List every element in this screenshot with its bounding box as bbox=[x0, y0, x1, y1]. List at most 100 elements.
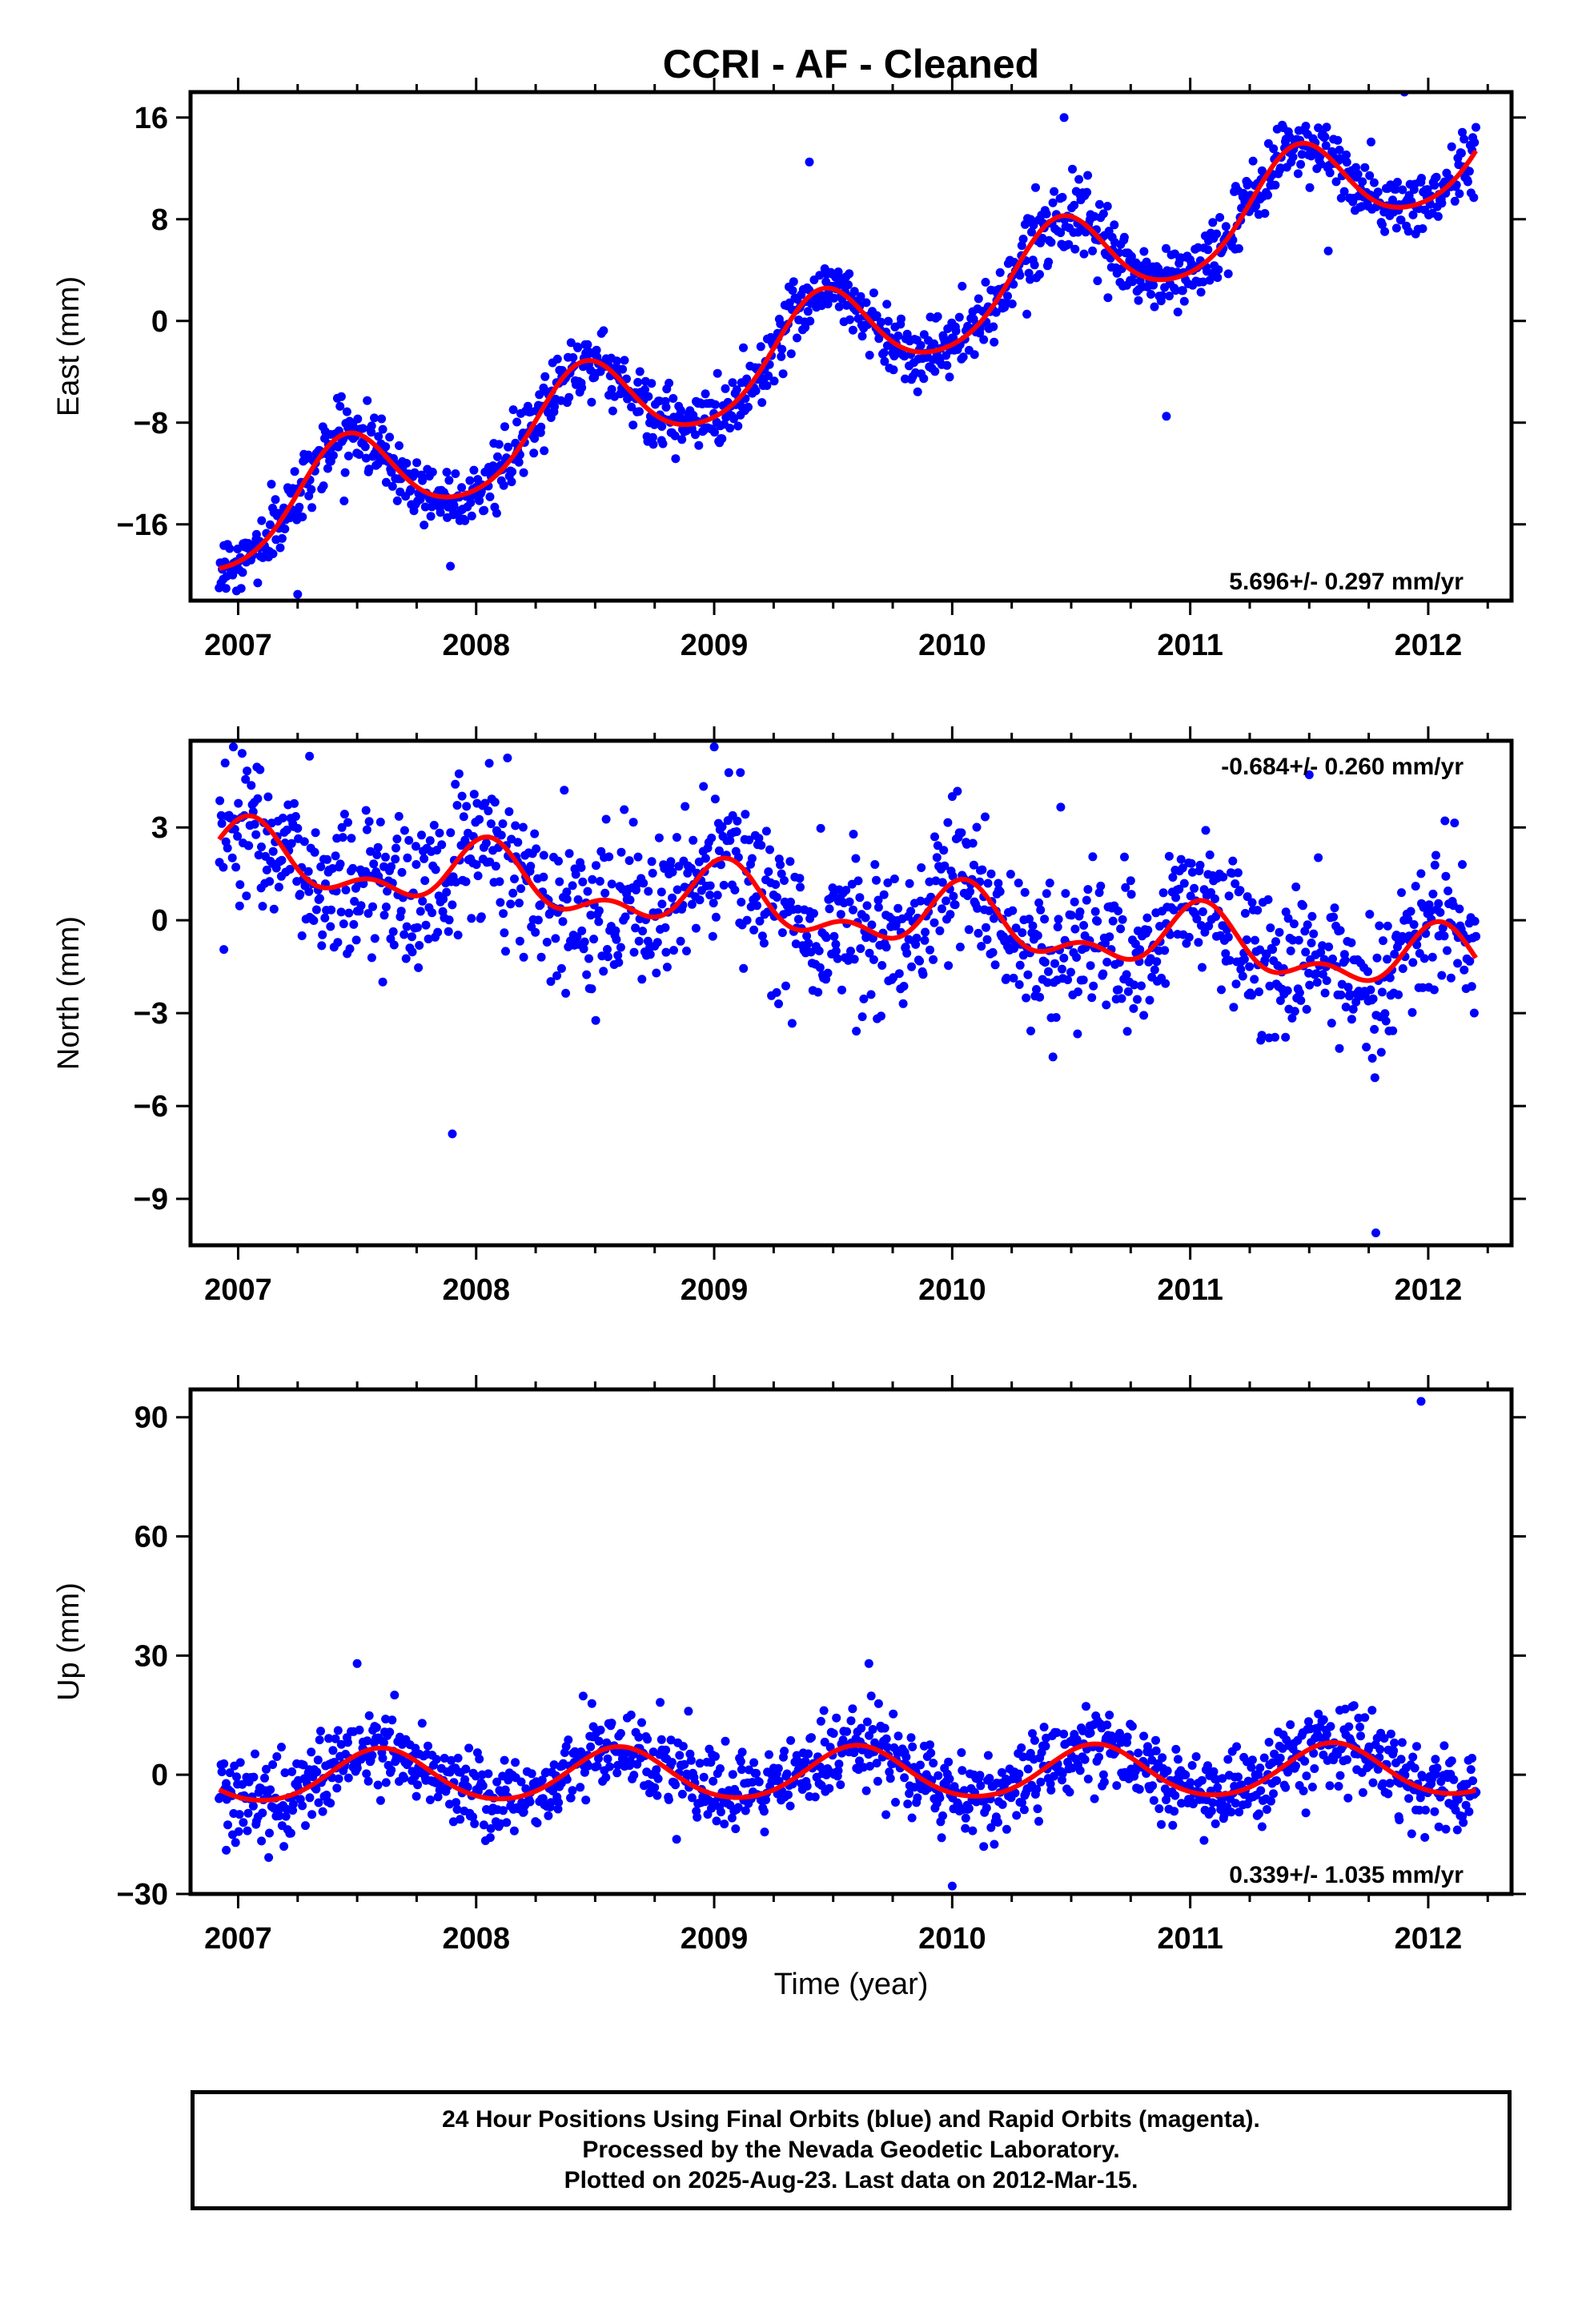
north-data-point bbox=[730, 885, 740, 895]
up-data-point bbox=[1010, 1788, 1020, 1798]
north-data-point bbox=[310, 847, 319, 857]
north-data-point bbox=[829, 931, 839, 941]
east-data-point bbox=[1110, 220, 1119, 230]
east-data-point bbox=[420, 502, 430, 512]
east-data-point bbox=[418, 476, 428, 485]
north-data-point bbox=[1105, 932, 1114, 942]
up-outlier-point bbox=[947, 1881, 957, 1891]
east-data-point bbox=[1293, 169, 1303, 179]
north-data-point bbox=[1102, 957, 1112, 967]
up-data-point bbox=[332, 1783, 342, 1793]
north-data-point bbox=[1263, 895, 1273, 904]
up-data-point bbox=[1322, 1730, 1331, 1739]
north-data-point bbox=[701, 854, 710, 863]
up-data-point bbox=[1385, 1779, 1395, 1788]
east-data-point bbox=[536, 422, 546, 432]
north-data-point bbox=[1150, 965, 1159, 975]
up-data-point bbox=[1134, 1748, 1143, 1758]
north-data-point bbox=[1079, 921, 1089, 930]
east-data-point bbox=[635, 407, 644, 416]
north-data-point bbox=[691, 923, 701, 933]
up-data-point bbox=[499, 1806, 508, 1815]
north-data-point bbox=[533, 915, 543, 925]
up-data-point bbox=[880, 1723, 889, 1733]
east-data-point bbox=[1314, 123, 1323, 133]
north-data-point bbox=[793, 915, 803, 924]
up-data-point bbox=[527, 1769, 536, 1779]
up-data-point bbox=[684, 1707, 693, 1716]
east-data-point bbox=[381, 477, 391, 487]
east-data-point bbox=[451, 469, 460, 478]
north-data-point bbox=[1194, 938, 1203, 947]
up-data-point bbox=[318, 1807, 327, 1816]
north-data-point bbox=[1120, 852, 1129, 862]
north-data-point bbox=[1224, 891, 1234, 901]
north-data-point bbox=[421, 920, 431, 930]
east-data-point bbox=[508, 467, 517, 476]
north-data-point bbox=[351, 935, 361, 945]
up-data-point bbox=[944, 1757, 954, 1767]
east-data-point bbox=[512, 417, 522, 427]
up-data-point bbox=[1412, 1742, 1421, 1751]
north-data-point bbox=[1377, 987, 1387, 997]
up-data-point bbox=[666, 1735, 676, 1745]
east-data-point bbox=[1450, 196, 1460, 206]
east-data-point bbox=[1367, 137, 1375, 147]
north-data-point bbox=[1255, 987, 1263, 996]
north-data-point bbox=[227, 853, 237, 862]
up-data-point bbox=[1134, 1784, 1144, 1794]
up-data-point bbox=[363, 1736, 372, 1746]
north-data-point bbox=[1469, 1008, 1479, 1018]
north-data-point bbox=[484, 806, 493, 816]
east-data-point bbox=[1015, 271, 1025, 280]
up-data-point bbox=[1099, 1777, 1109, 1787]
north-data-point bbox=[539, 850, 548, 860]
north-data-point bbox=[1288, 935, 1298, 945]
north-data-point bbox=[595, 877, 604, 886]
up-data-point bbox=[1449, 1775, 1459, 1784]
north-data-point bbox=[347, 834, 356, 843]
east-data-point bbox=[271, 495, 280, 505]
up-xtick-label: 2011 bbox=[1157, 1922, 1223, 1956]
east-data-point bbox=[328, 451, 338, 460]
north-data-point bbox=[816, 823, 825, 833]
east-data-point bbox=[884, 316, 893, 326]
north-data-point bbox=[1171, 893, 1181, 903]
north-data-point bbox=[1130, 980, 1139, 990]
north-data-point bbox=[215, 796, 225, 806]
north-data-point bbox=[1370, 1024, 1379, 1034]
north-data-point bbox=[599, 967, 608, 976]
up-data-point bbox=[774, 1776, 784, 1786]
north-data-point bbox=[1225, 955, 1235, 965]
north-data-point bbox=[616, 847, 626, 857]
footer-box: 24 Hour Positions Using Final Orbits (bl… bbox=[191, 2090, 1512, 2210]
up-xtick-label: 2009 bbox=[681, 1922, 749, 1956]
north-data-point bbox=[532, 844, 541, 854]
north-data-point bbox=[666, 857, 676, 866]
north-data-point bbox=[323, 854, 332, 864]
east-data-point bbox=[1223, 269, 1233, 279]
east-data-point bbox=[1213, 273, 1223, 283]
up-data-point bbox=[314, 1798, 323, 1807]
north-data-point bbox=[1316, 947, 1326, 957]
north-data-point bbox=[657, 899, 667, 909]
east-data-point bbox=[658, 439, 668, 448]
east-data-point bbox=[1027, 227, 1036, 237]
up-data-point bbox=[390, 1691, 400, 1700]
east-data-point bbox=[848, 325, 857, 335]
north-data-point bbox=[1294, 935, 1303, 945]
east-data-point bbox=[275, 543, 285, 553]
north-data-point bbox=[1324, 942, 1334, 951]
north-data-point bbox=[1318, 970, 1327, 979]
east-outlier-point bbox=[1162, 412, 1171, 421]
up-data-point bbox=[857, 1723, 866, 1733]
up-data-point bbox=[1083, 1775, 1093, 1783]
east-data-point bbox=[919, 374, 929, 384]
north-data-point bbox=[366, 846, 375, 856]
east-data-point bbox=[225, 544, 235, 553]
up-data-point bbox=[1439, 1741, 1449, 1751]
north-data-point bbox=[935, 926, 945, 935]
east-data-point bbox=[1369, 178, 1379, 187]
north-data-point bbox=[1238, 971, 1247, 981]
north-data-point bbox=[235, 901, 244, 911]
